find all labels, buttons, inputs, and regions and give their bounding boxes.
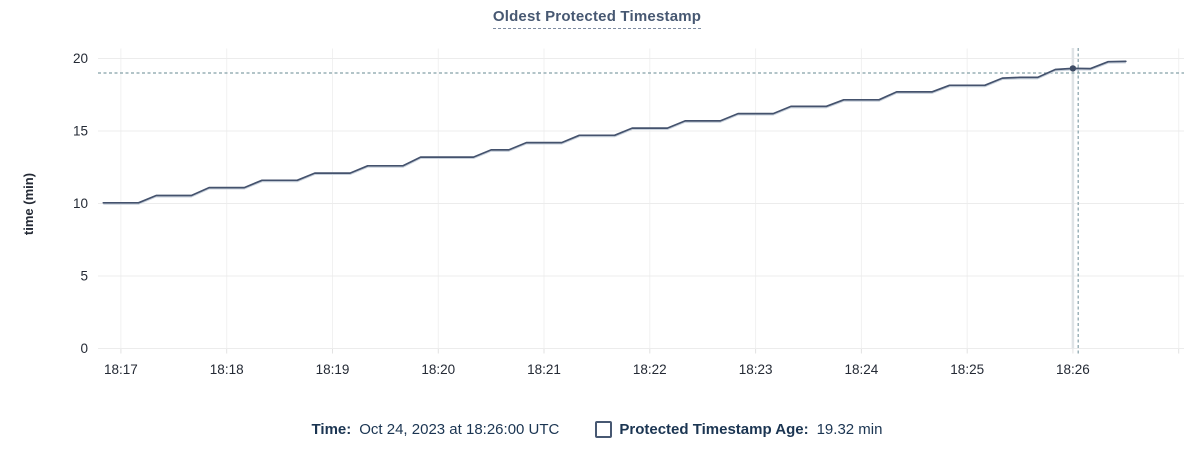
- chart-title[interactable]: Oldest Protected Timestamp: [492, 8, 702, 29]
- x-tick-label: 18:21: [527, 362, 561, 377]
- x-tick-label: 18:26: [1056, 362, 1090, 377]
- y-tick-label: 0: [80, 341, 88, 356]
- x-tick-label: 18:18: [210, 362, 244, 377]
- y-axis-title: time (min): [21, 173, 36, 235]
- y-tick-label: 20: [73, 51, 88, 66]
- x-tick-label: 18:25: [950, 362, 984, 377]
- legend-series-value: 19.32 min: [816, 421, 883, 438]
- x-tick-label: 18:23: [739, 362, 773, 377]
- x-tick-label: 18:19: [316, 362, 350, 377]
- chart-legend: Time: Oct 24, 2023 at 18:26:00 UTC Prote…: [0, 421, 1194, 438]
- y-tick-label: 10: [73, 196, 88, 211]
- y-tick-label: 5: [80, 269, 88, 284]
- x-tick-label: 18:17: [104, 362, 138, 377]
- x-tick-label: 18:22: [633, 362, 667, 377]
- legend-time-label: Time:: [311, 421, 352, 438]
- x-tick-label: 18:20: [421, 362, 455, 377]
- series-checkbox-icon[interactable]: [595, 421, 613, 438]
- chart-canvas[interactable]: 0 5 10 15 20 18:17 18:18 18:19 18:20 18:21 18:22 18…: [0, 0, 1194, 400]
- series-line-shadow: [103, 62, 1126, 205]
- series-line: [102, 60, 1127, 204]
- legend-series-group: Protected Timestamp Age: 19.32 min: [595, 421, 882, 438]
- y-tick-label: 15: [73, 124, 88, 139]
- legend-time-value: Oct 24, 2023 at 18:26:00 UTC: [359, 421, 560, 438]
- legend-time-group: Time: Oct 24, 2023 at 18:26:00 UTC: [312, 421, 560, 438]
- legend-series-label: Protected Timestamp Age:: [619, 421, 809, 438]
- hover-dot: [1069, 65, 1077, 72]
- plot-area[interactable]: [98, 44, 1184, 349]
- x-tick-label: 18:24: [845, 362, 879, 377]
- chart-title-row: Oldest Protected Timestamp: [0, 8, 1194, 29]
